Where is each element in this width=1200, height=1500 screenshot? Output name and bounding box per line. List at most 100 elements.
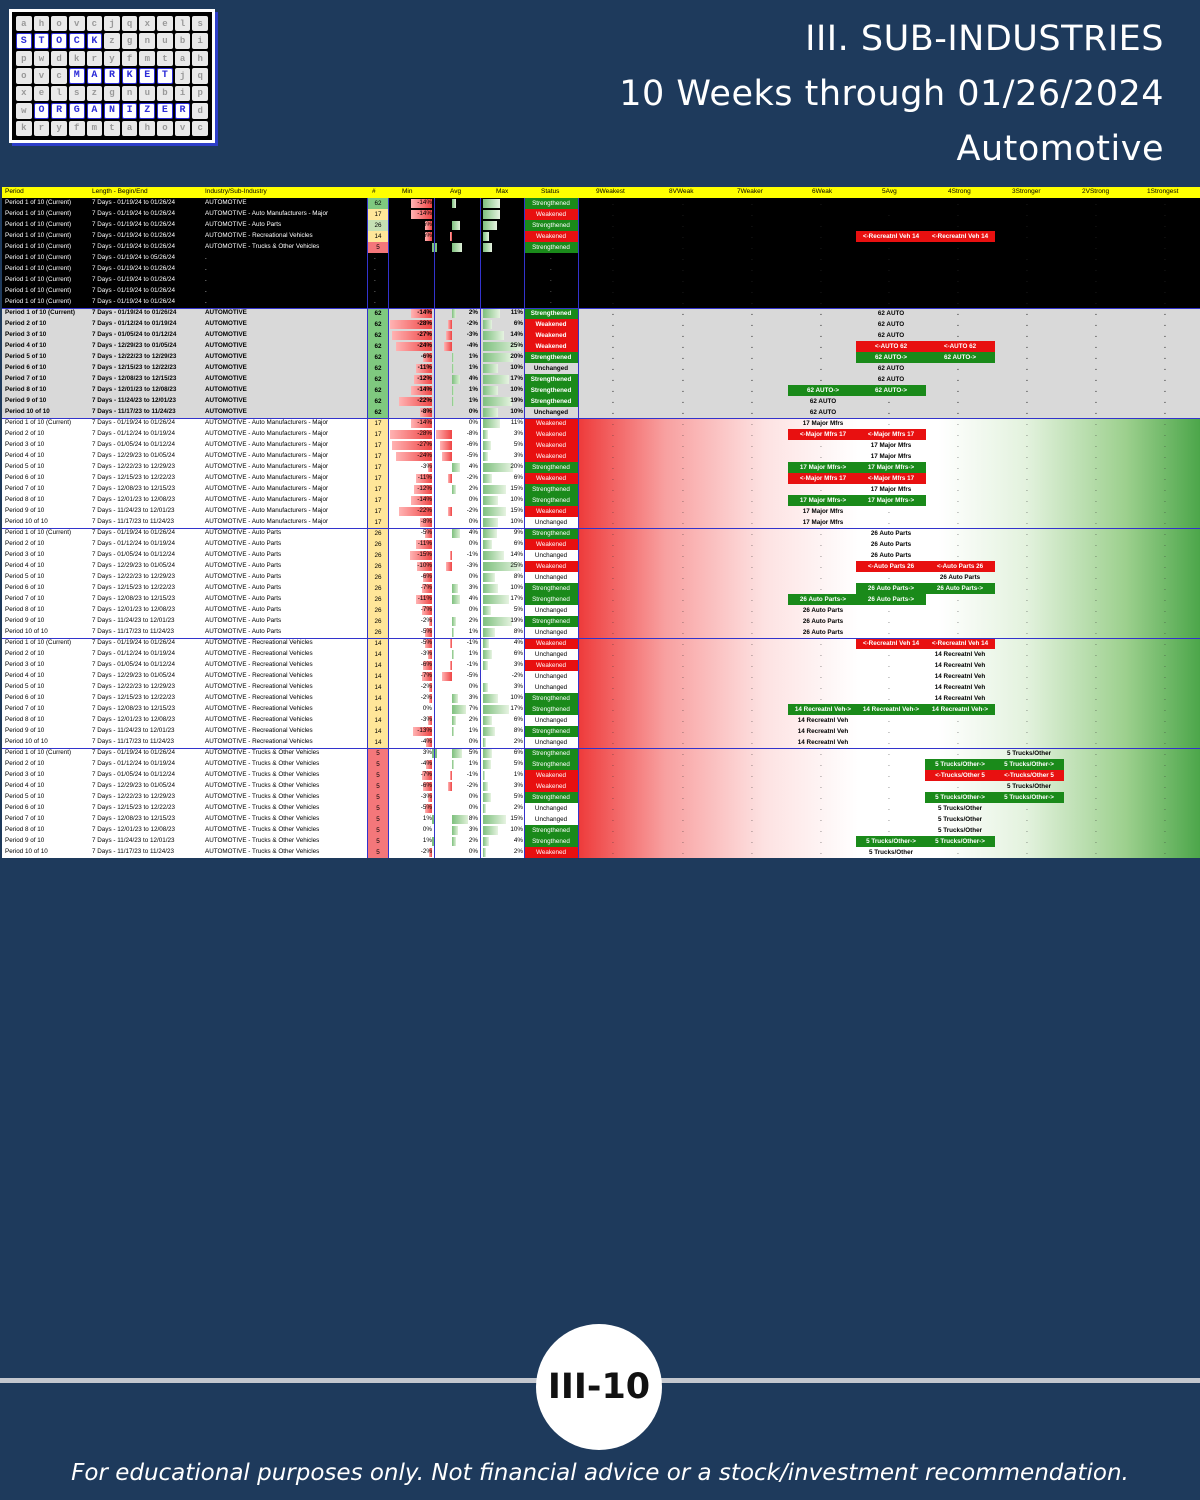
empty-level-dot: . <box>612 343 614 350</box>
avg-bar <box>452 463 460 472</box>
empty-level-dot: . <box>751 475 753 482</box>
empty-level-dot: . <box>957 552 959 559</box>
cell-avg: 1% <box>468 727 478 734</box>
row-cell-bg <box>2 242 367 253</box>
cell-count: . <box>374 265 376 272</box>
empty-level-dot: . <box>1164 662 1166 669</box>
header-avg[interactable]: Avg <box>450 188 462 195</box>
status-badge: Weakened <box>524 319 578 330</box>
avg-bar <box>450 661 452 670</box>
avg-bar <box>446 562 452 571</box>
empty-level-dot: . <box>820 255 822 262</box>
table-row: Period 1 of 10 (Current) 7 Days - 01/19/2… <box>2 231 1200 242</box>
empty-level-dot: . <box>1095 596 1097 603</box>
header-industry[interactable]: Industry/Sub-Industry <box>205 188 267 195</box>
cell-length: 7 Days - 12/29/23 to 01/05/24 <box>92 342 177 349</box>
empty-level-dot: . <box>1095 618 1097 625</box>
cell-min: -7% <box>420 606 432 613</box>
cell-avg: 0% <box>468 793 478 800</box>
empty-level-dot: . <box>888 607 890 614</box>
cell-min: -11% <box>417 364 432 371</box>
min-bar <box>424 232 432 241</box>
avg-bar <box>442 452 452 461</box>
cell-industry: AUTOMOTIVE - Recreational Vehicles <box>205 639 313 646</box>
cell-industry: AUTOMOTIVE - Trucks & Other Vehicles <box>205 848 320 855</box>
header-8vweak[interactable]: 8VWeak <box>669 188 694 195</box>
logo-letter: C <box>68 33 85 49</box>
cell-min: -14% <box>417 419 432 426</box>
logo-letter: I <box>121 103 138 119</box>
cell-min: -22% <box>417 507 432 514</box>
max-bar <box>483 628 495 637</box>
header-max[interactable]: Max <box>496 188 509 195</box>
header-6weak[interactable]: 6Weak <box>812 188 833 195</box>
header-period[interactable]: Period <box>5 188 24 195</box>
min-bar <box>424 628 432 637</box>
cell-avg: 0% <box>468 540 478 547</box>
header-5avg[interactable]: 5Avg <box>882 188 897 195</box>
max-bar <box>483 210 500 219</box>
table-row: Period 1 of 10 (Current) 7 Days - 01/19/2… <box>2 253 1200 264</box>
table-row: Period 5 of 10 7 Days - 12/22/23 to 12/29… <box>2 792 1200 803</box>
max-bar <box>483 848 486 857</box>
status-badge: Strengthened <box>524 594 578 605</box>
empty-level-dot: . <box>1026 497 1028 504</box>
cell-industry: AUTOMOTIVE - Auto Parts <box>205 221 282 228</box>
empty-level-dot: . <box>1026 387 1028 394</box>
empty-level-dot: . <box>682 354 684 361</box>
logo-tile: d <box>51 50 67 67</box>
empty-level-dot: . <box>1095 629 1097 636</box>
logo-letter: R <box>174 103 191 119</box>
cell-min: -6% <box>420 782 432 789</box>
empty-level-dot: . <box>751 398 753 405</box>
table-body: Period 1 of 10 (Current) 7 Days - 01/19/2… <box>2 198 1200 858</box>
header-2vstrong[interactable]: 2VStrong <box>1082 188 1110 195</box>
max-bar <box>483 199 500 208</box>
empty-level-dot: . <box>1095 233 1097 240</box>
cell-min: -6% <box>420 661 432 668</box>
header-3stronger[interactable]: 3Stronger <box>1012 188 1041 195</box>
header-4strong[interactable]: 4Strong <box>948 188 971 195</box>
cell-industry: AUTOMOTIVE <box>205 353 247 360</box>
empty-level-dot: . <box>682 442 684 449</box>
cell-avg: 4% <box>468 463 478 470</box>
max-bar <box>483 408 498 417</box>
header-min[interactable]: Min <box>402 188 413 195</box>
header-7weaker[interactable]: 7Weaker <box>737 188 763 195</box>
cell-count: 26 <box>368 627 388 638</box>
strength-level-label: 17 Major Mfrs <box>802 420 844 427</box>
min-bar <box>414 375 432 384</box>
header-9weakest[interactable]: 9Weakest <box>596 188 625 195</box>
empty-level-dot: . <box>751 277 753 284</box>
cell-period: Period 5 of 10 <box>5 463 45 470</box>
header-status[interactable]: Status <box>541 188 560 195</box>
cell-industry: AUTOMOTIVE - Auto Parts <box>205 628 282 635</box>
min-bar <box>412 727 432 736</box>
status-badge: Unchanged <box>534 629 568 636</box>
cell-period: Period 8 of 10 <box>5 386 47 393</box>
cell-count: 5 <box>368 803 388 814</box>
empty-level-dot: . <box>612 761 614 768</box>
empty-level-dot: . <box>957 211 959 218</box>
cell-length: 7 Days - 12/15/23 to 12/22/23 <box>92 474 175 481</box>
cell-length: 7 Days - 01/19/24 to 05/26/24 <box>92 254 175 261</box>
header-count[interactable]: # <box>372 188 376 195</box>
empty-level-dot: . <box>1164 695 1166 702</box>
cell-length: 7 Days - 01/12/24 to 01/19/24 <box>92 650 175 657</box>
empty-level-dot: . <box>682 530 684 537</box>
table-row: Period 8 of 10 7 Days - 12/01/23 to 12/08… <box>2 495 1200 506</box>
min-bar <box>391 441 432 450</box>
status-badge: Strengthened <box>524 495 578 506</box>
cell-max: 10% <box>510 386 523 393</box>
empty-level-dot: . <box>612 662 614 669</box>
empty-level-dot: . <box>888 772 890 779</box>
cell-length: 7 Days - 01/19/24 to 01/26/24 <box>92 243 175 250</box>
table-row: Period 5 of 10 7 Days - 12/22/23 to 12/29… <box>2 462 1200 473</box>
header-length[interactable]: Length - Begin/End <box>92 188 148 195</box>
empty-level-dot: . <box>1095 266 1097 273</box>
empty-level-dot: . <box>820 838 822 845</box>
strength-level-label: 17 Major Mfrs-> <box>856 462 926 473</box>
empty-level-dot: . <box>1095 431 1097 438</box>
header-1strongest[interactable]: 1Strongest <box>1147 188 1179 195</box>
empty-level-dot: . <box>1164 684 1166 691</box>
